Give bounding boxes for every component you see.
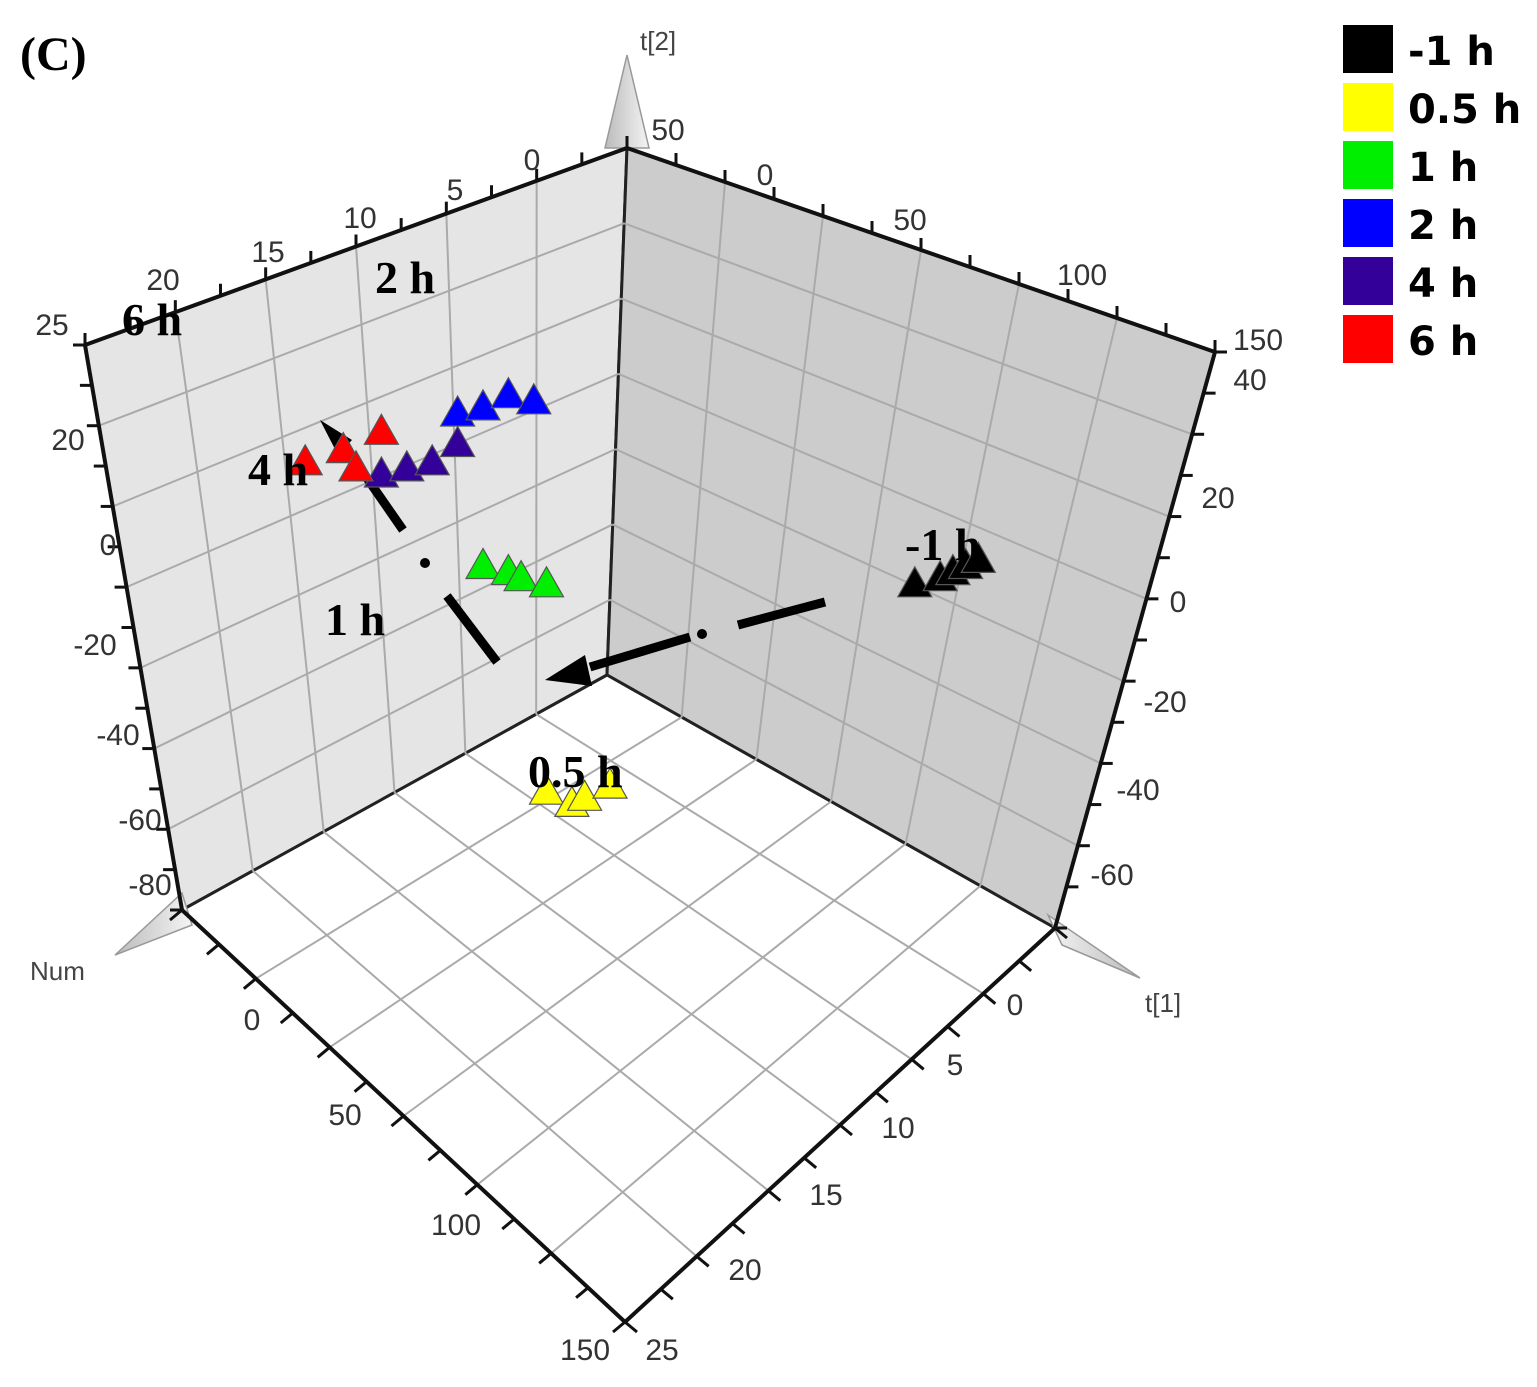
- tick-label: -80: [128, 869, 171, 902]
- panel-label: (C): [20, 28, 87, 81]
- legend-label: 4 h: [1408, 261, 1478, 307]
- legend-label: -1 h: [1408, 29, 1495, 75]
- annotation-minus1h: -1 h: [905, 519, 980, 570]
- tick-labels: 0510152025050100150200-20-40-60-80051015…: [35, 114, 1283, 1367]
- legend-label: 6 h: [1408, 319, 1478, 365]
- legend-swatch: [1343, 199, 1393, 247]
- legend-swatch: [1343, 141, 1393, 189]
- data-point-4-1: [388, 449, 425, 482]
- tick-label: -60: [1090, 859, 1133, 892]
- data-point-5-1: [325, 431, 362, 464]
- t2-axis-arrow-icon: [604, 54, 650, 149]
- tick-label: 100: [431, 1209, 481, 1242]
- data-point-5-3: [363, 413, 400, 445]
- tick-label: 0: [244, 1004, 261, 1037]
- legend: -1 h 0.5 h 1 h 2 h 4 h 6 h: [1343, 25, 1521, 365]
- data-point-1-2: [566, 779, 603, 811]
- legend-swatch: [1343, 25, 1393, 73]
- tick-label: 0: [1007, 989, 1024, 1022]
- tick-label: 15: [809, 1179, 842, 1212]
- data-point-3-2: [490, 376, 527, 409]
- data-point-5-0: [287, 443, 324, 476]
- data-point-2-0: [464, 547, 502, 580]
- legend-label: 2 h: [1408, 203, 1478, 249]
- tick-label: 5: [947, 1049, 964, 1082]
- annotation-05h: 0.5 h: [528, 746, 623, 797]
- tick-marks: [73, 136, 1227, 1334]
- annotation-2h: 2 h: [375, 252, 435, 303]
- axis-label-num: Num: [30, 956, 85, 986]
- grid-lines: [98, 180, 1193, 1258]
- tick-label: 25: [645, 1334, 678, 1367]
- axis-label-t1: t[1]: [1145, 988, 1181, 1018]
- legend-swatch: [1343, 83, 1393, 131]
- data-point-3-1: [464, 388, 502, 421]
- tick-label: 50: [328, 1099, 361, 1132]
- tick-label: -40: [96, 719, 139, 752]
- legend-swatch: [1343, 315, 1393, 363]
- annotation-6h: 6 h: [122, 294, 182, 345]
- tick-label: 150: [560, 1334, 610, 1367]
- data-point-4-3: [439, 425, 476, 458]
- tick-label: 25: [35, 309, 68, 342]
- data-point-2-3: [528, 565, 565, 598]
- tick-label: 10: [881, 1112, 914, 1145]
- tick-label: 10: [343, 202, 376, 235]
- tick-label: 20: [51, 424, 84, 457]
- data-point-4-2: [414, 443, 451, 476]
- data-point-1-3: [591, 766, 629, 799]
- tick-label: -40: [1116, 774, 1159, 807]
- t1-axis-arrow-icon: [1046, 912, 1141, 979]
- legend-label: 1 h: [1408, 145, 1478, 191]
- tick-label: 0: [524, 144, 541, 177]
- tick-label: 20: [146, 264, 179, 297]
- data-points: [287, 376, 997, 818]
- tick-label: 15: [251, 236, 284, 269]
- tick-label: 0: [757, 159, 774, 192]
- data-point-0-0: [896, 565, 933, 598]
- tick-label: 0: [100, 529, 117, 562]
- tick-label: -20: [1143, 686, 1186, 719]
- tick-label: 20: [1201, 482, 1234, 515]
- data-point-1-0: [528, 772, 565, 805]
- legend-label: 0.5 h: [1408, 87, 1521, 133]
- data-point-5-2: [337, 449, 375, 482]
- data-point-3-3: [515, 382, 552, 415]
- tick-label: 40: [1233, 364, 1266, 397]
- tick-label: 50: [893, 204, 926, 237]
- trajectory-arrows: [320, 420, 827, 686]
- tick-label: 5: [447, 174, 464, 207]
- tick-label: -60: [118, 804, 161, 837]
- tick-label: 100: [1057, 259, 1107, 292]
- annotation-4h: 4 h: [248, 444, 308, 495]
- legend-swatch: [1343, 257, 1393, 305]
- data-point-4-0: [363, 455, 400, 488]
- tick-label: 150: [1233, 324, 1283, 357]
- tick-label: 50: [651, 114, 684, 147]
- data-point-2-2: [503, 559, 540, 592]
- data-point-0-4: [960, 541, 997, 574]
- tick-label: -20: [73, 629, 116, 662]
- tick-label: 20: [728, 1254, 761, 1287]
- axis-label-t2: t[2]: [640, 26, 676, 56]
- annotation-1h: 1 h: [325, 594, 385, 645]
- tick-label: 0: [1170, 586, 1187, 619]
